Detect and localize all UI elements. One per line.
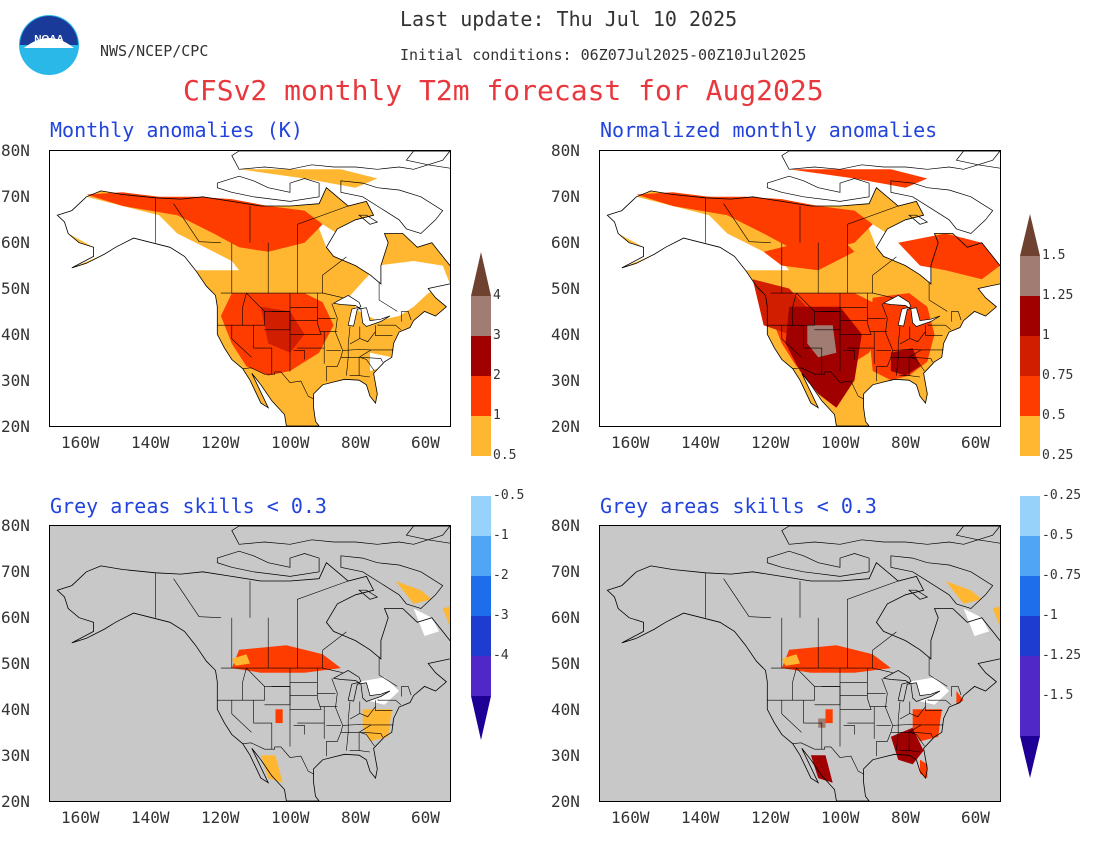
lon-label: 60W — [961, 808, 990, 827]
lat-label: 80N — [1, 516, 30, 535]
colorbar-label: -1.25 — [1042, 648, 1082, 663]
lon-label: 80W — [891, 808, 920, 827]
panel-title-3: Grey areas skills < 0.3 — [50, 494, 327, 518]
lon-label: 60W — [411, 808, 440, 827]
lat-label: 80N — [551, 141, 580, 160]
lat-label: 70N — [551, 187, 580, 206]
lat-label: 20N — [1, 792, 30, 811]
agency-label: NWS/NCEP/CPC — [100, 42, 209, 60]
colorbar-label: -3 — [493, 608, 509, 623]
lon-label: 120W — [751, 433, 790, 452]
lat-label: 20N — [1, 417, 30, 436]
lat-label: 50N — [1, 279, 30, 298]
lat-label: 50N — [1, 654, 30, 673]
colorbar-normalized — [1020, 214, 1040, 778]
colorbar-label: -1 — [493, 528, 509, 543]
lon-label: 120W — [751, 808, 790, 827]
lat-label: 60N — [1, 233, 30, 252]
lon-label: 120W — [201, 433, 240, 452]
colorbar-label: 1.5 — [1042, 248, 1066, 263]
colorbar-label: 2 — [493, 368, 501, 383]
lat-label: 80N — [551, 516, 580, 535]
map-panel-normalized — [599, 150, 1001, 427]
lat-label: 30N — [551, 371, 580, 390]
colorbar-label: 0.5 — [1042, 408, 1066, 423]
initial-conditions: Initial conditions: 06Z07Jul2025-00Z10Ju… — [400, 46, 807, 64]
lat-label: 40N — [551, 325, 580, 344]
lon-label: 100W — [821, 433, 860, 452]
colorbar-label: -2 — [493, 568, 509, 583]
lon-label: 60W — [411, 433, 440, 452]
lon-label: 100W — [821, 808, 860, 827]
lat-label: 50N — [551, 279, 580, 298]
last-update: Last update: Thu Jul 10 2025 — [400, 7, 738, 31]
lon-label: 160W — [61, 808, 100, 827]
lon-label: 80W — [341, 433, 370, 452]
map-panel-skill-normalized — [599, 525, 1001, 802]
colorbar-label: -0.75 — [1042, 568, 1082, 583]
lon-label: 140W — [131, 433, 170, 452]
colorbar-label: -0.5 — [1042, 528, 1074, 543]
noaa-logo: NOAA — [18, 14, 80, 76]
colorbar-label: -1 — [1042, 608, 1058, 623]
lat-label: 60N — [1, 608, 30, 627]
lat-label: 80N — [1, 141, 30, 160]
colorbar-label: 1.25 — [1042, 288, 1074, 303]
lon-label: 100W — [271, 433, 310, 452]
colorbar-label: 1 — [493, 408, 501, 423]
panel-title-1: Monthly anomalies (K) — [50, 118, 303, 142]
map-panel-skill-anomalies — [49, 525, 451, 802]
lon-label: 60W — [961, 433, 990, 452]
lat-label: 70N — [1, 187, 30, 206]
colorbar-label: 0.75 — [1042, 368, 1074, 383]
lat-label: 40N — [1, 325, 30, 344]
colorbar-anomalies — [471, 252, 491, 740]
colorbar-label: -4 — [493, 648, 509, 663]
colorbar-label: -1.5 — [1042, 688, 1074, 703]
lat-label: 50N — [551, 654, 580, 673]
lat-label: 20N — [551, 792, 580, 811]
colorbar-label: 1 — [1042, 328, 1050, 343]
panel-title-4: Grey areas skills < 0.3 — [600, 494, 877, 518]
colorbar-label: 0.5 — [493, 448, 517, 463]
lat-label: 40N — [551, 700, 580, 719]
colorbar-label: 0.25 — [1042, 448, 1074, 463]
colorbar-label: 3 — [493, 328, 501, 343]
lon-label: 140W — [131, 808, 170, 827]
lat-label: 60N — [551, 608, 580, 627]
lon-label: 160W — [61, 433, 100, 452]
lat-label: 30N — [1, 371, 30, 390]
logo-text: NOAA — [34, 34, 63, 45]
lon-label: 160W — [611, 433, 650, 452]
lat-label: 70N — [1, 562, 30, 581]
map-panel-anomalies — [49, 150, 451, 427]
page-title: CFSv2 monthly T2m forecast for Aug2025 — [183, 74, 824, 107]
lon-label: 80W — [891, 433, 920, 452]
lat-label: 40N — [1, 700, 30, 719]
lat-label: 60N — [551, 233, 580, 252]
colorbar-label: 4 — [493, 288, 501, 303]
panel-title-2: Normalized monthly anomalies — [600, 118, 938, 142]
lon-label: 120W — [201, 808, 240, 827]
lon-label: 160W — [611, 808, 650, 827]
colorbar-label: -0.5 — [493, 488, 525, 503]
lon-label: 140W — [681, 808, 720, 827]
lon-label: 140W — [681, 433, 720, 452]
lat-label: 20N — [551, 417, 580, 436]
lat-label: 30N — [1, 746, 30, 765]
lat-label: 30N — [551, 746, 580, 765]
lon-label: 80W — [341, 808, 370, 827]
colorbar-label: -0.25 — [1042, 488, 1082, 503]
lat-label: 70N — [551, 562, 580, 581]
lon-label: 100W — [271, 808, 310, 827]
